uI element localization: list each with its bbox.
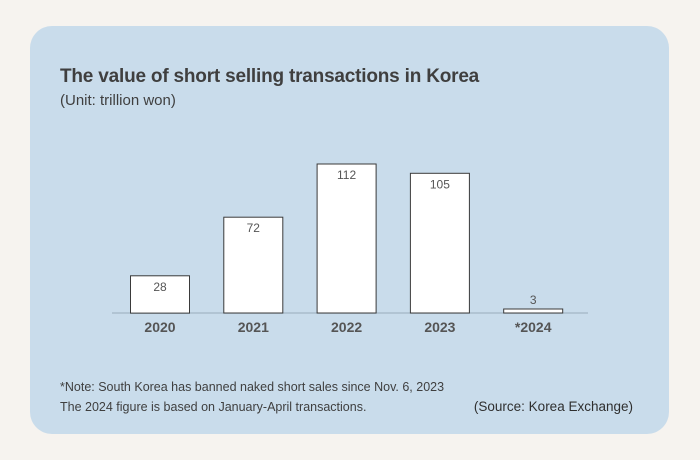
- bar-2020: [130, 275, 190, 314]
- chart-card: The value of short selling transactions …: [30, 26, 669, 434]
- category-label-2020: 2020: [144, 319, 175, 335]
- bar-2024: [503, 308, 564, 314]
- category-label-2022: 2022: [331, 319, 362, 335]
- bar-chart: 28 2020 72 2021 112 2022 105 2023 3 *2024: [112, 163, 588, 335]
- category-label-2024: *2024: [515, 319, 552, 335]
- bar-2022: [316, 163, 377, 314]
- value-label-2021: 72: [247, 221, 261, 235]
- value-label-2022: 112: [337, 168, 356, 182]
- note-line-2: The 2024 figure is based on January-Apri…: [60, 400, 367, 414]
- category-label-2023: 2023: [424, 319, 455, 335]
- value-label-2024: 3: [530, 293, 537, 307]
- chart-title: The value of short selling transactions …: [60, 66, 480, 87]
- value-label-2020: 28: [153, 280, 167, 294]
- chart-subtitle: (Unit: trillion won): [60, 92, 176, 109]
- bar-2021: [223, 216, 284, 314]
- source-credit: (Source: Korea Exchange): [473, 399, 633, 414]
- bar-2023: [409, 172, 470, 314]
- note-line-1: *Note: South Korea has banned naked shor…: [60, 380, 445, 394]
- category-label-2021: 2021: [238, 319, 269, 335]
- value-label-2023: 105: [430, 177, 450, 191]
